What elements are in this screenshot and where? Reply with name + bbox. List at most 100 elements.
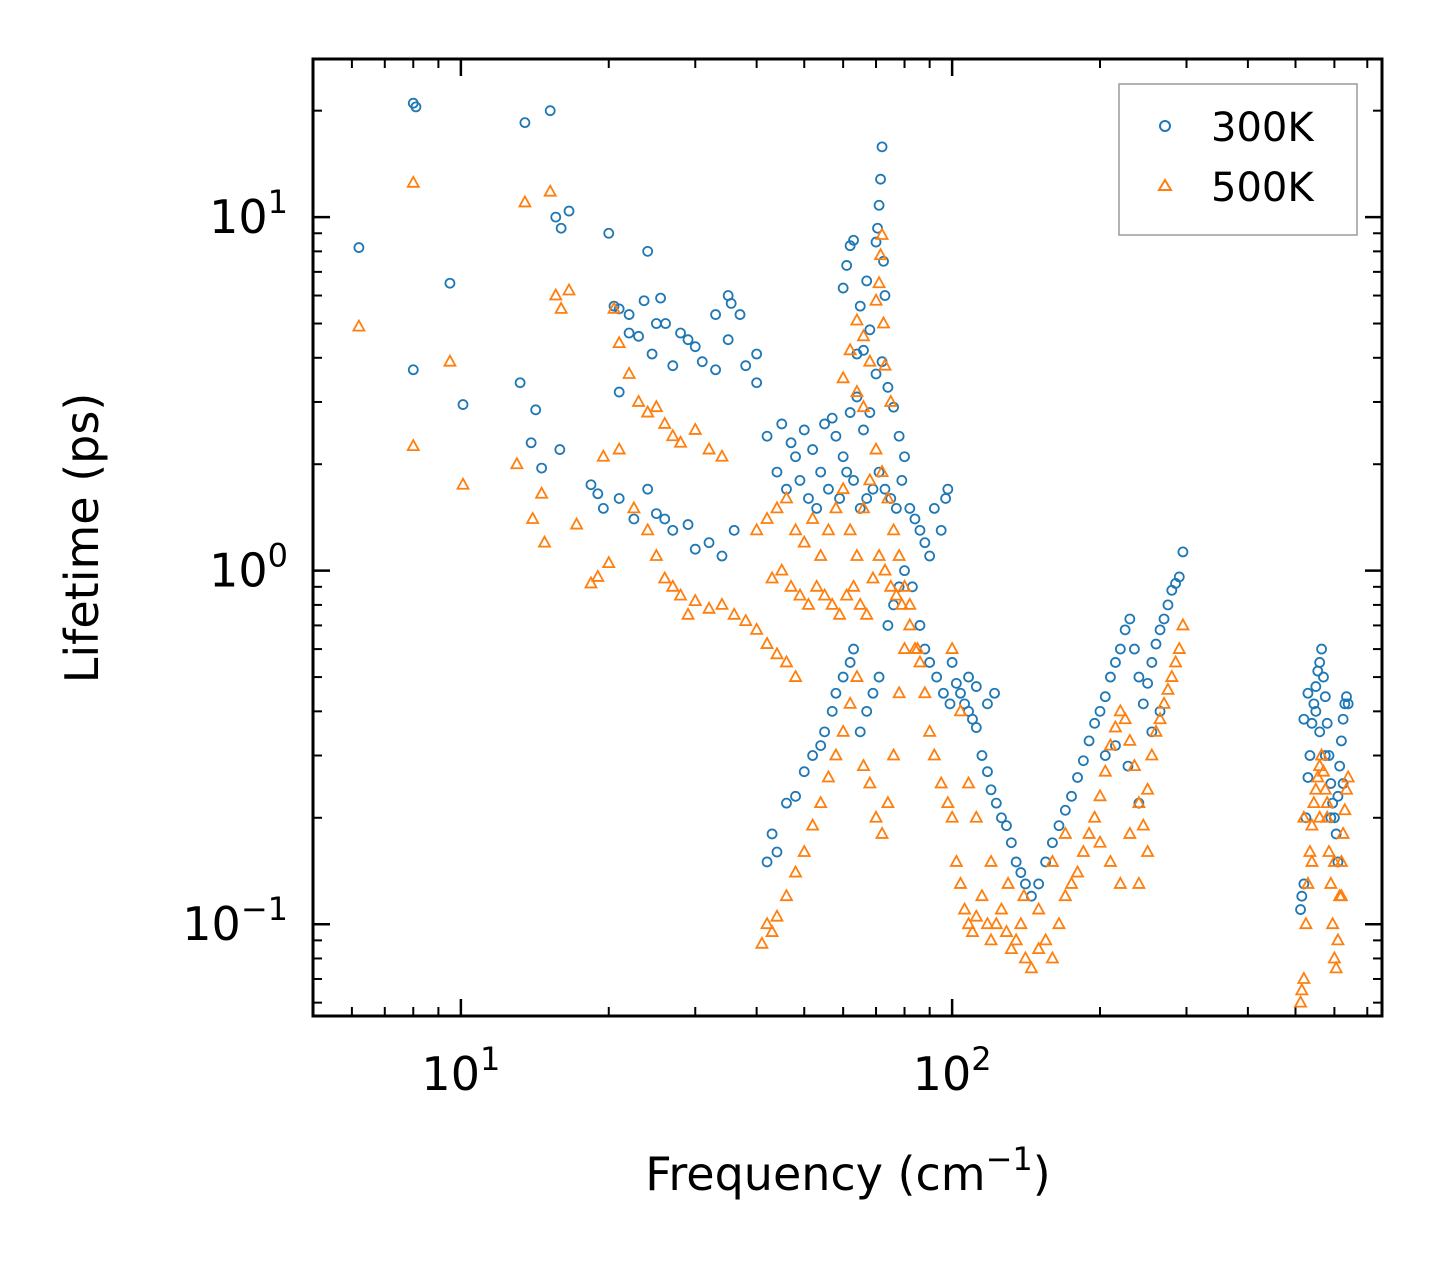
data-point-500k [1087, 809, 1102, 823]
data-point-300k [655, 292, 666, 304]
data-point-300k [879, 290, 891, 301]
data-point-500k [984, 932, 999, 946]
data-point-500k [957, 901, 972, 915]
data-point-300k [861, 705, 873, 717]
data-point-300k [807, 750, 819, 761]
data-point-300k [798, 424, 810, 436]
data-point-500k [517, 194, 532, 208]
data-point-300k [858, 344, 869, 356]
data-point-300k [633, 330, 644, 342]
data-point-300k [536, 462, 548, 474]
data-point-300k [592, 488, 604, 500]
data-point-500k [843, 342, 858, 356]
y-tick-label: 10−1 [182, 890, 288, 951]
data-point-500k [640, 522, 655, 536]
data-point-300k [864, 324, 876, 336]
legend-label-500k: 500K [1211, 165, 1315, 211]
data-point-500k [945, 809, 960, 823]
data-point-500k [862, 353, 877, 367]
data-point-500k [836, 481, 851, 495]
data-point-300k [675, 327, 686, 339]
data-point-500k [1070, 864, 1085, 878]
data-point-500k [1001, 876, 1016, 889]
data-point-300k [970, 722, 982, 733]
data-point-300k [710, 309, 721, 320]
data-point-500k [862, 472, 877, 486]
data-point-500k [849, 312, 864, 326]
data-point-500k [626, 500, 641, 514]
data-point-500k [910, 641, 925, 654]
data-point-300k [826, 705, 838, 717]
data-point-500k [1296, 809, 1311, 823]
data-point-300k [893, 430, 905, 442]
data-point-300k [844, 657, 856, 668]
data-point-300k [682, 334, 694, 346]
data-point-500k [1304, 817, 1319, 831]
data-point-500k [1318, 781, 1333, 795]
data-point-300k [1099, 750, 1111, 761]
data-point-300k [766, 828, 778, 840]
data-point-300k [585, 479, 597, 491]
data-point-300k [1077, 755, 1089, 767]
data-point-500k [788, 522, 803, 536]
data-point-300k [628, 513, 640, 525]
data-point-300k [794, 474, 806, 486]
data-point-300k [899, 565, 910, 577]
data-point-300k [751, 377, 763, 389]
data-point-500k [1122, 733, 1137, 746]
data-point-500k [1122, 826, 1137, 839]
data-point-300k [815, 466, 827, 478]
data-point-300k [1334, 760, 1346, 772]
data-point-500k [612, 335, 627, 349]
data-point-500k [869, 292, 884, 306]
data-point-300k [410, 101, 422, 113]
data-point-500k [1140, 844, 1155, 857]
data-point-500k [869, 809, 884, 823]
data-point-300k [740, 360, 752, 372]
data-point-500k [1018, 950, 1033, 964]
data-point-500k [665, 428, 680, 442]
data-point-500k [649, 399, 664, 413]
data-point-500k [892, 685, 907, 699]
data-point-500k [688, 422, 703, 435]
data-point-500k [897, 578, 912, 592]
data-point-500k [788, 669, 803, 682]
data-point-500k [649, 548, 664, 561]
data-point-300k [1158, 613, 1170, 625]
data-point-300k [1154, 624, 1166, 636]
data-point-500k [1118, 711, 1133, 725]
data-point-300k [837, 282, 849, 294]
data-point-300k [1119, 624, 1131, 636]
data-point-300k [1318, 671, 1329, 683]
data-point-500k [797, 534, 812, 548]
data-point-500k [760, 636, 775, 649]
data-point-500k [849, 669, 864, 682]
data-point-300k [844, 407, 856, 418]
data-point-500k [681, 606, 696, 620]
data-point-500k [856, 328, 871, 342]
data-point-500k [965, 924, 980, 937]
data-point-500k [1312, 758, 1327, 772]
data-point-500k [554, 301, 569, 314]
data-point-300k [955, 687, 966, 699]
data-point-300k [864, 407, 876, 418]
data-point-500k [1024, 960, 1039, 974]
data-point-500k [934, 775, 949, 789]
data-point-300k [873, 671, 885, 683]
data-point-300k [1001, 820, 1012, 832]
data-point-500k [989, 916, 1004, 930]
data-point-300k [771, 466, 783, 478]
data-point-500k [1045, 950, 1060, 964]
data-point-500k [534, 485, 549, 499]
data-point-300k [1137, 698, 1149, 710]
data-point-300k [876, 141, 888, 153]
data-point-500k [665, 578, 680, 592]
data-point-500k [1038, 932, 1053, 946]
data-point-300k [830, 687, 842, 699]
data-point-300k [667, 524, 679, 536]
data-point-300k [946, 657, 958, 668]
data-point-300k [1319, 691, 1331, 703]
data-point-500k [886, 747, 901, 761]
data-point-300k [613, 493, 625, 504]
data-point-500k [1294, 982, 1309, 996]
